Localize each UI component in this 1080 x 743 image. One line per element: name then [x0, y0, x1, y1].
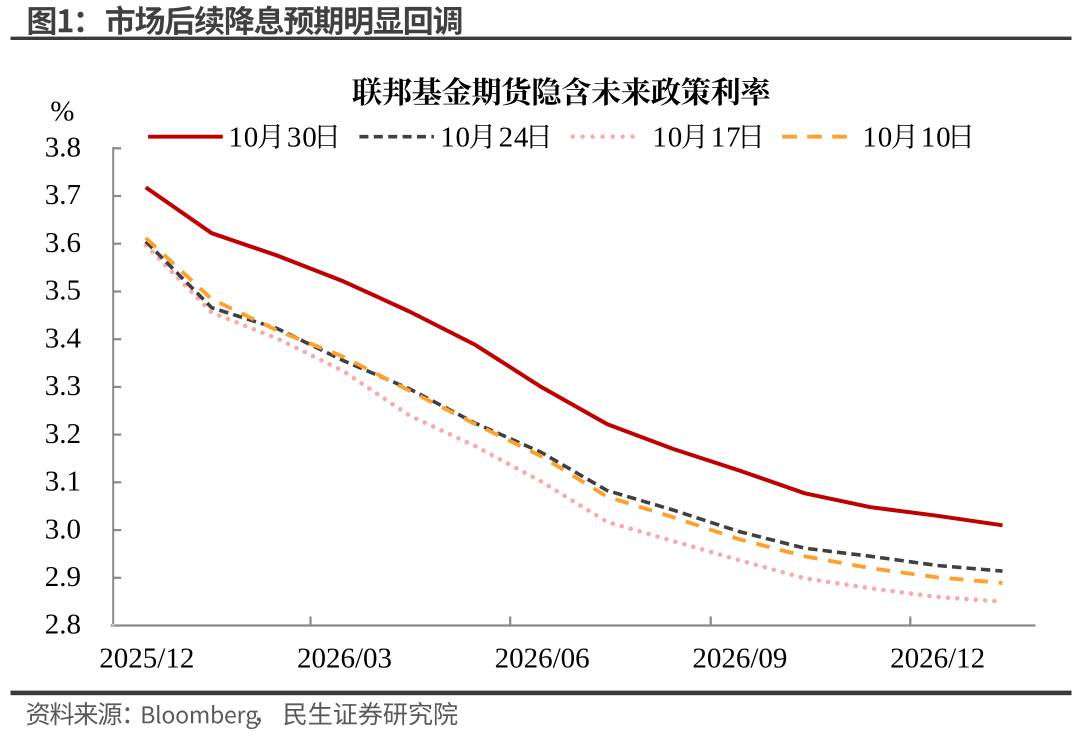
svg-text:3.4: 3.4 [45, 322, 82, 354]
svg-text:10: 10 [862, 122, 893, 154]
svg-text:%: % [50, 96, 74, 128]
svg-text:3.0: 3.0 [45, 513, 81, 545]
svg-text:3.5: 3.5 [45, 275, 81, 307]
svg-text:17: 17 [711, 122, 742, 154]
svg-text:2026/03: 2026/03 [297, 642, 392, 674]
svg-text:2025/12: 2025/12 [99, 642, 194, 674]
svg-text:24: 24 [499, 122, 530, 154]
svg-text:2.8: 2.8 [45, 609, 81, 641]
svg-text:3.2: 3.2 [45, 418, 81, 450]
svg-text:2026/06: 2026/06 [495, 642, 590, 674]
svg-text:3.6: 3.6 [45, 227, 81, 259]
svg-text:3.3: 3.3 [45, 370, 81, 402]
svg-text:10: 10 [921, 122, 952, 154]
svg-text:2026/12: 2026/12 [890, 642, 985, 674]
svg-text:3.1: 3.1 [45, 466, 81, 498]
svg-text:10: 10 [652, 122, 683, 154]
svg-text:2.9: 2.9 [45, 561, 81, 593]
svg-text:3.8: 3.8 [45, 132, 81, 164]
svg-text:10: 10 [440, 122, 471, 154]
svg-text:10: 10 [229, 122, 260, 154]
svg-text:30: 30 [287, 122, 318, 154]
svg-text:2026/09: 2026/09 [692, 642, 787, 674]
svg-text:3.7: 3.7 [45, 179, 81, 211]
